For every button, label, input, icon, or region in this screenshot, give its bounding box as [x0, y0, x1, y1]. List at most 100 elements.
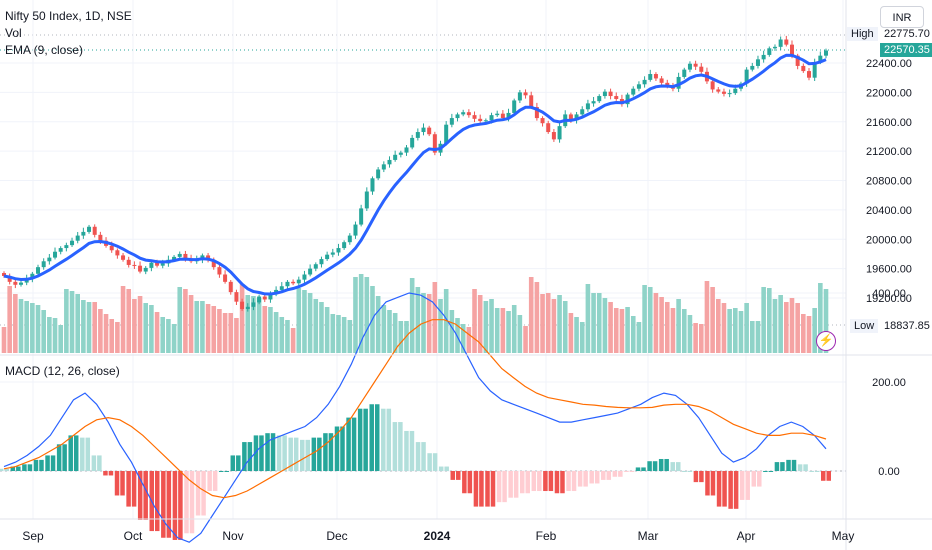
- candle-body: [291, 281, 296, 284]
- low-label: Low: [850, 319, 879, 333]
- high-value: 22775.70: [884, 28, 930, 40]
- volume-bar: [375, 296, 381, 353]
- candle-body: [359, 208, 364, 225]
- histogram-bar: [629, 471, 635, 472]
- volume-bar: [750, 321, 755, 353]
- histogram-bar: [230, 455, 236, 471]
- candle-body: [47, 257, 52, 262]
- histogram-bar: [242, 442, 247, 471]
- histogram-bar: [571, 471, 577, 492]
- candle-body: [70, 240, 75, 246]
- volume-bar: [551, 299, 557, 353]
- volume-bar: [438, 299, 443, 353]
- candle-body: [693, 63, 698, 67]
- candle-body: [177, 253, 182, 257]
- volume-bar: [234, 318, 239, 353]
- volume-bar: [426, 294, 432, 353]
- volume-bar: [602, 298, 608, 353]
- lightning-icon[interactable]: ⚡: [816, 331, 836, 351]
- histogram-bar: [155, 471, 160, 532]
- candle-body: [223, 274, 228, 282]
- histogram-bar: [786, 459, 791, 471]
- volume-bar: [693, 323, 698, 353]
- volume-bar: [591, 293, 596, 353]
- candle-body: [121, 255, 126, 260]
- macd-legend[interactable]: MACD (12, 26, close): [5, 364, 120, 378]
- histogram-bar: [473, 471, 479, 507]
- candle-body: [512, 100, 517, 113]
- histogram-bar: [184, 471, 189, 534]
- volume-bar: [319, 302, 324, 353]
- volume-bar: [687, 315, 693, 353]
- time-tick-label: Dec: [326, 529, 347, 543]
- histogram-bar: [479, 471, 484, 507]
- volume-bar: [613, 308, 619, 353]
- volume-bar: [738, 311, 744, 353]
- histogram-bar: [826, 471, 831, 481]
- macd-tick-label: 400.00: [872, 288, 906, 300]
- candle-body: [92, 226, 97, 235]
- volume-bar: [789, 298, 795, 353]
- macd-tick-label: 0.00: [878, 466, 899, 478]
- histogram-bar: [733, 471, 739, 509]
- histogram-bar: [618, 471, 623, 477]
- histogram-bar: [45, 455, 50, 471]
- histogram-bar: [687, 471, 693, 472]
- candle-body: [302, 274, 307, 280]
- candle-body: [279, 286, 284, 290]
- histogram-bar: [705, 471, 710, 496]
- candle-body: [109, 245, 114, 251]
- histogram-bar: [137, 471, 143, 520]
- volume-bar: [347, 320, 353, 353]
- candle-body: [806, 71, 811, 78]
- volume-bar: [1, 327, 7, 353]
- histogram-bar: [525, 471, 530, 494]
- volume-bar: [398, 321, 404, 353]
- candle-body: [534, 107, 539, 119]
- time-axis[interactable]: Sep Oct Nov Dec 2024 Feb Mar Apr May: [22, 529, 854, 543]
- candle-body: [342, 242, 347, 249]
- volume-bar: [18, 299, 24, 353]
- ema-legend[interactable]: EMA (9, close): [5, 43, 84, 57]
- volume-bar: [336, 315, 341, 353]
- chart-title: Nifty 50 Index, 1D, NSE: [5, 9, 132, 23]
- histogram-bar: [496, 471, 502, 503]
- candle-body: [682, 69, 687, 77]
- candle-body: [381, 164, 386, 170]
- volume-bar: [528, 277, 534, 353]
- candle-body: [41, 261, 46, 268]
- volume-bar: [670, 308, 676, 353]
- histogram-bar: [577, 471, 583, 487]
- candle-body: [574, 114, 579, 121]
- volume-bar: [562, 301, 568, 353]
- volume-bar: [115, 322, 120, 353]
- candle-body: [789, 44, 794, 56]
- histogram-bar: [821, 471, 826, 481]
- histogram-bar: [56, 444, 62, 471]
- volume-bar: [154, 312, 160, 353]
- volume-bar: [262, 306, 268, 353]
- volume-bar: [132, 299, 137, 353]
- volume-bar: [69, 291, 75, 353]
- candle-body: [393, 154, 398, 160]
- volume-bar: [160, 317, 166, 353]
- candle-body: [642, 79, 647, 85]
- histogram-bar: [207, 471, 212, 492]
- volume-bar: [205, 304, 211, 353]
- price-axis[interactable]: 22400.00 22000.00 21600.00 21200.00 20800.00…: [866, 58, 912, 305]
- volume-legend[interactable]: Vol: [5, 26, 22, 40]
- volume-bar: [126, 289, 132, 353]
- histogram-bar: [346, 417, 351, 471]
- candle-body: [557, 126, 562, 140]
- histogram-bar: [27, 464, 33, 471]
- volume-bar: [239, 284, 245, 353]
- volume-bar: [767, 288, 772, 353]
- volume-bar: [273, 312, 279, 353]
- currency-button[interactable]: INR: [880, 6, 924, 28]
- volume-bar: [772, 299, 778, 353]
- time-tick-label: Nov: [222, 529, 243, 543]
- candle-body: [699, 66, 704, 72]
- volume-bar: [721, 303, 727, 353]
